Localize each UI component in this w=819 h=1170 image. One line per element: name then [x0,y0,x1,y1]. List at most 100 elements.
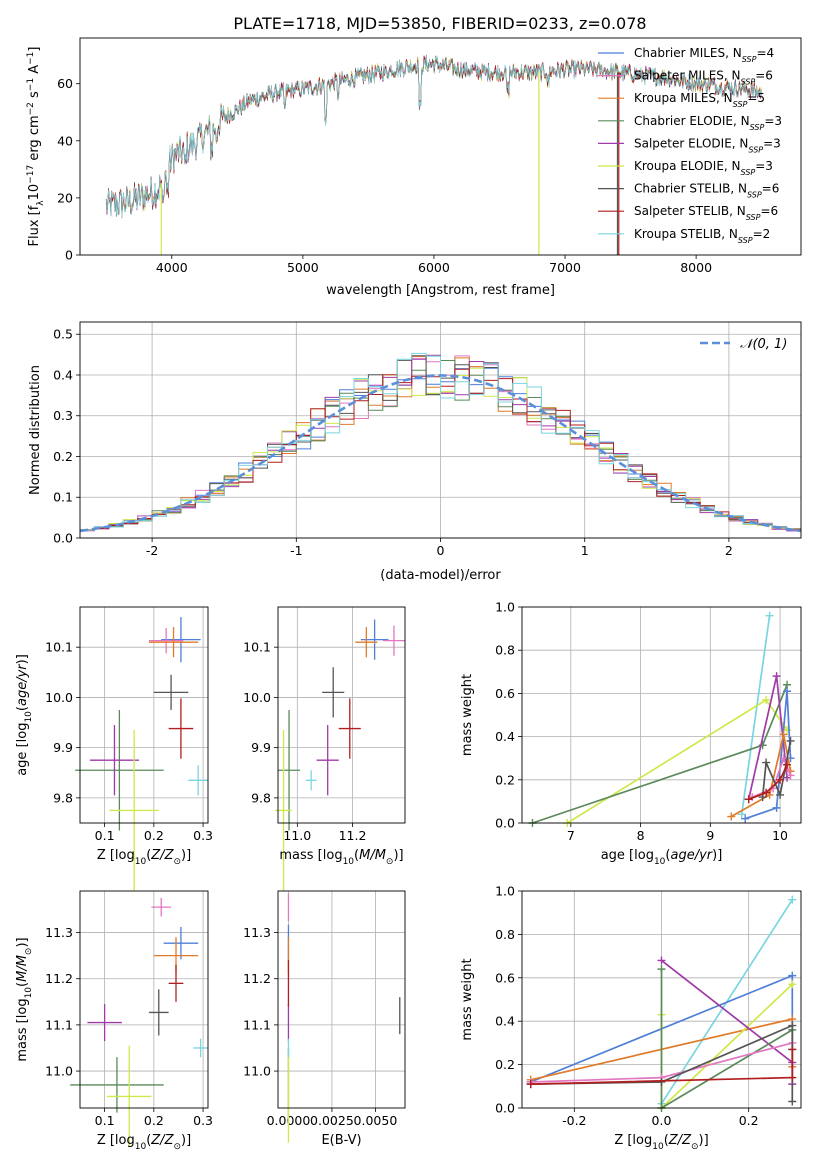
axes-frame [79,37,802,256]
weight-marker-chabrier-stelib [762,758,771,767]
weight-marker-salpeter-stelib [783,760,792,769]
x-tick-label: 0.2 [739,1113,759,1128]
x-tick-label: 5000 [287,260,319,275]
y-tick-label: 0.8 [495,927,515,942]
weight-marker-chabrier-miles [741,814,750,823]
y-tick-label: 0.4 [495,729,515,744]
weight-marker-chabrier-elodie [758,741,767,750]
y-tick-label: 11.1 [243,1017,271,1032]
weight-marker-salpeter-miles [779,754,788,763]
spectrum-x-label: wavelength [Angstrom, rest frame] [326,283,555,298]
y-tick-label: 11.3 [243,925,271,940]
x-tick-label: 0.0025 [310,1113,354,1128]
axes-frame [277,890,406,1109]
weight-marker-chabrier-stelib [776,790,785,799]
y-tick-label: 10.0 [45,690,73,705]
weight_vs_Z-y-label: mass weight [460,958,475,1040]
weight-marker-kroupa-stelib [765,611,774,620]
weight-line-salpeter-stelib [748,764,788,800]
age-vs-metallicity-panel: 0.1 0.2 0.3 9.8 9.9 10.0 10.1 Z [log10(Z/Z⊙)] ag… [15,606,213,891]
weight-line-salpeter-elodie [660,959,794,1085]
legend-normal-label: 𝒩(0, 1) [740,337,787,352]
x-tick-label: 6000 [418,260,450,275]
x-tick-label: 0.0 [652,1113,672,1128]
y-tick-label: 9.8 [251,790,271,805]
weight-line-salpeter-elodie [747,675,788,800]
weight_vs_age-y-label: mass weight [460,674,475,756]
y-tick-label: 0 [65,248,73,263]
y-tick-label: 20 [57,190,73,205]
legend-label-chabrier-elodie: Chabrier ELODIE, NSSP=3 [634,114,782,132]
x-tick-label: 4000 [156,260,188,275]
y-tick-label: 11.0 [243,1064,271,1079]
y-tick-label: 11.2 [45,971,73,986]
x-tick-label: 0.0050 [354,1113,398,1128]
weight-marker-chabrier-miles [772,803,781,812]
weight_vs_Z-x-label: Z [log10(Z/Z⊙)] [614,1133,708,1152]
y-tick-label: 0.0 [495,1101,515,1116]
x-tick-label: 0 [437,543,445,558]
x-tick-label: 8 [637,828,645,843]
y-tick-label: 9.8 [53,790,73,805]
axes-frame [277,606,406,824]
y-tick-label: 0.2 [495,1057,515,1072]
x-tick-label: -0.2 [562,1113,586,1128]
y-tick-label: 10.1 [45,640,73,655]
weight-marker-salpeter-stelib [762,788,771,797]
mass_vs_ebv-x-label: E(B-V) [321,1133,361,1148]
y-tick-label: 0.4 [495,1014,515,1029]
x-tick-label: 0.3 [193,828,213,843]
weight-marker-kroupa-stelib [737,810,746,819]
y-tick-label: 0.0 [53,531,73,546]
y-tick-label: 9.9 [251,740,271,755]
y-tick-label: 0.1 [53,490,73,505]
y-tick-label: 0.8 [495,643,515,658]
weight-line-chabrier-elodie [660,969,793,1110]
y-tick-label: 10.0 [243,690,271,705]
y-tick-label: 11.0 [45,1064,73,1079]
axes-frame [521,890,802,1109]
weight-vs-age-panel: 7 8 9 10 0.0 0.2 0.4 0.6 0.8 1.0 age [log10(age/yr… [460,600,802,867]
weight-marker-chabrier-stelib [657,1077,666,1086]
weight-marker-chabrier-stelib [786,736,795,745]
weight-marker-salpeter-stelib [788,1073,797,1082]
figure-title: PLATE=1718, MJD=53850, FIBERID=0233, z=0… [233,14,646,33]
legend-label-salpeter-miles: Salpeter MILES, NSSP=6 [634,69,773,87]
x-tick-label: 0.1 [95,828,115,843]
mass_vs_Z-x-label: Z [log10(Z/Z⊙)] [97,1133,191,1152]
y-tick-label: 0.3 [53,408,73,423]
weight-marker-chabrier-elodie [657,965,666,974]
residuals-y-label: Normed distribution [28,365,43,495]
legend-label-kroupa-miles: Kroupa MILES, NSSP=5 [634,91,765,109]
x-tick-label: 10 [772,828,788,843]
y-tick-label: 0.0 [495,816,515,831]
axes-frame [79,606,209,824]
age_vs_Z-y-label: age [log10(age/yr)] [15,654,34,776]
y-tick-label: 1.0 [495,884,515,899]
mass-vs-metallicity-panel: 0.1 0.2 0.3 11.0 11.1 11.2 11.3 Z [log10(Z/Z⊙)]… [15,890,213,1152]
y-tick-label: 0.5 [53,327,73,342]
residuals-panel: -2 -1 0 1 2 0.0 0.1 0.2 0.3 0.4 0.5 𝒩(0, 1) (data-mo… [28,321,802,583]
weight-marker-kroupa-elodie [762,695,771,704]
weight-marker-kroupa-elodie [788,980,797,989]
x-tick-label: -2 [146,543,158,558]
age_vs_Z-x-label: Z [log10(Z/Z⊙)] [97,848,191,867]
x-tick-label: -1 [290,543,302,558]
y-tick-label: 0.4 [53,367,73,382]
age-vs-mass-panel: 11.0 11.2 9.8 9.9 10.0 10.1 mass [log10(M/M⊙)] [243,606,406,891]
axes-frame [521,606,802,824]
legend-label-chabrier-miles: Chabrier MILES, NSSP=4 [634,46,774,64]
weight-marker-chabrier-miles [788,971,797,980]
weight-marker-kroupa-stelib [788,895,797,904]
y-tick-label: 0.2 [495,772,515,787]
weight-marker-chabrier-stelib [788,1021,797,1030]
axes-frame [79,321,802,539]
weight-marker-chabrier-miles [783,687,792,696]
legend-label-salpeter-stelib: Salpeter STELIB, NSSP=6 [634,204,778,222]
legend-label-kroupa-stelib: Kroupa STELIB, NSSP=2 [634,227,770,245]
spectrum-panel: 4000 5000 6000 7000 8000 0 20 40 60 wavelength [A… [26,37,802,298]
axes-frame [79,890,209,1109]
x-tick-label: 0.3 [193,1113,213,1128]
normal-curve [79,374,802,533]
